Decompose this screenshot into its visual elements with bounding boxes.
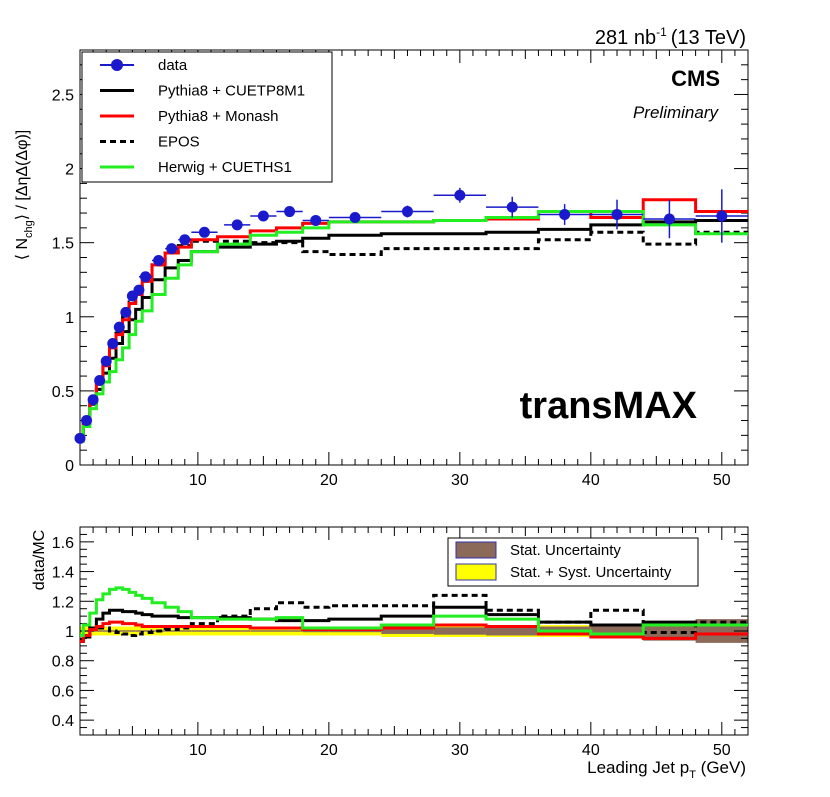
ratio-y-tick-label: 0.8 bbox=[52, 654, 74, 671]
ratio-series-herwig bbox=[80, 586, 748, 637]
stat-band bbox=[96, 630, 103, 632]
lumi-label: 281 nb-1 (13 TeV) bbox=[595, 25, 746, 49]
ratio-x-tick-label: 10 bbox=[189, 742, 207, 759]
stat-band bbox=[250, 630, 277, 632]
legend-label-data: data bbox=[158, 57, 188, 74]
cms-label: CMS bbox=[671, 66, 720, 91]
data-point bbox=[179, 234, 191, 246]
ratio-y-tick-label: 1 bbox=[65, 624, 74, 641]
top-y-tick-label: 1.5 bbox=[52, 236, 74, 253]
ratio-x-tick-label: 30 bbox=[451, 742, 469, 759]
ratio-y-tick-label: 1.4 bbox=[52, 565, 74, 582]
data-point bbox=[231, 219, 243, 231]
top-legend: data Pythia8 + CUETP8M1 Pythia8 + Monash EP… bbox=[81, 51, 333, 183]
data-point bbox=[506, 201, 518, 213]
stat-band bbox=[129, 630, 136, 632]
stat-band bbox=[178, 630, 192, 632]
stat-band bbox=[381, 628, 434, 634]
ratio-x-tick-label: 50 bbox=[713, 742, 731, 759]
data-point bbox=[81, 415, 93, 427]
top-legend-box bbox=[81, 51, 333, 183]
data-point bbox=[349, 211, 361, 223]
data-point bbox=[401, 206, 413, 218]
data-point bbox=[153, 254, 165, 266]
data-point bbox=[120, 306, 132, 318]
stat-band bbox=[276, 630, 303, 632]
top-panel: 10 20 30 40 50 0 0.5 1 1.5 2 2.5 data Pythia8 + CUET… bbox=[52, 49, 749, 489]
ratio-panel: 10 20 30 40 50 0.4 0.6 0.8 1 1.2 1.4 1.6 Stat. Uncer… bbox=[52, 526, 749, 759]
top-x-tick-label: 10 bbox=[189, 472, 207, 489]
data-point bbox=[284, 206, 296, 218]
stat-band bbox=[135, 630, 143, 632]
legend-swatch-syst_band bbox=[455, 563, 497, 581]
top-x-tick-label: 50 bbox=[713, 472, 731, 489]
top-y-tick-label: 1 bbox=[65, 310, 74, 327]
data-point bbox=[100, 355, 112, 367]
legend-label-stat_band: Stat. Uncertainty bbox=[510, 542, 621, 559]
stat-band bbox=[433, 627, 487, 635]
legend-label-herwig: Herwig + CUETHS1 bbox=[158, 159, 292, 176]
data-point bbox=[113, 321, 125, 333]
top-series-cuetp8m1 bbox=[80, 218, 748, 440]
data-point bbox=[133, 284, 145, 296]
legend-label-epos: EPOS bbox=[158, 134, 200, 151]
region-label: transMAX bbox=[520, 385, 698, 427]
stat-band bbox=[109, 630, 117, 632]
top-y-tick-label: 0.5 bbox=[52, 384, 74, 401]
legend-label-monash: Pythia8 + Monash bbox=[158, 108, 279, 125]
ratio-series-cuetp8m1 bbox=[80, 605, 748, 643]
legend-label-syst_band: Stat. + Syst. Uncertainty bbox=[510, 564, 672, 581]
top-y-tick-label: 2.5 bbox=[52, 87, 74, 104]
top-y-axis-label: ⟨ Nchg⟩ / [ΔηΔ(Δφ)] bbox=[14, 130, 35, 260]
stat-band bbox=[142, 630, 153, 632]
data-point bbox=[663, 213, 675, 225]
preliminary-label: Preliminary bbox=[633, 103, 720, 122]
top-y-tick-label: 2 bbox=[65, 162, 74, 179]
stat-band bbox=[191, 630, 218, 632]
data-point bbox=[716, 210, 728, 222]
top-x-tick-label: 40 bbox=[582, 472, 600, 489]
data-point bbox=[198, 226, 210, 238]
ratio-legend: Stat. Uncertainty Stat. + Syst. Uncertain… bbox=[447, 537, 699, 587]
ratio-series-epos bbox=[80, 593, 748, 642]
legend-data-marker bbox=[111, 59, 123, 71]
data-point bbox=[611, 209, 623, 221]
data-point bbox=[454, 189, 466, 201]
data-point bbox=[87, 394, 99, 406]
data-point bbox=[166, 243, 178, 255]
ratio-y-axis-label: data/MC bbox=[31, 530, 48, 590]
top-y-tick-label: 0 bbox=[65, 458, 74, 475]
ratio-y-tick-label: 0.6 bbox=[52, 683, 74, 700]
ratio-y-tick-label: 1.2 bbox=[52, 594, 74, 611]
ratio-x-tick-label: 20 bbox=[320, 742, 338, 759]
top-x-tick-label: 20 bbox=[320, 472, 338, 489]
ratio-x-tick-label: 40 bbox=[582, 742, 600, 759]
data-point bbox=[257, 210, 269, 222]
data-point bbox=[107, 337, 119, 349]
stat-band bbox=[122, 630, 130, 632]
data-point bbox=[559, 209, 571, 221]
data-point bbox=[74, 432, 86, 444]
top-x-tick-label: 30 bbox=[451, 472, 469, 489]
legend-label-cuetp8m1: Pythia8 + CUETP8M1 bbox=[158, 83, 305, 100]
x-axis-label: Leading Jet pT (GeV) bbox=[587, 758, 746, 781]
stat-band bbox=[165, 630, 179, 632]
stat-band bbox=[486, 626, 539, 636]
legend-swatch-stat_band bbox=[455, 541, 497, 559]
data-point bbox=[139, 271, 151, 283]
top-series-herwig bbox=[80, 210, 748, 443]
data-point bbox=[310, 214, 322, 226]
stat-band bbox=[217, 630, 251, 632]
ratio-y-tick-label: 0.4 bbox=[52, 713, 74, 730]
stat-band bbox=[102, 630, 110, 632]
data-point bbox=[94, 375, 106, 387]
ratio-y-tick-label: 1.6 bbox=[52, 535, 74, 552]
